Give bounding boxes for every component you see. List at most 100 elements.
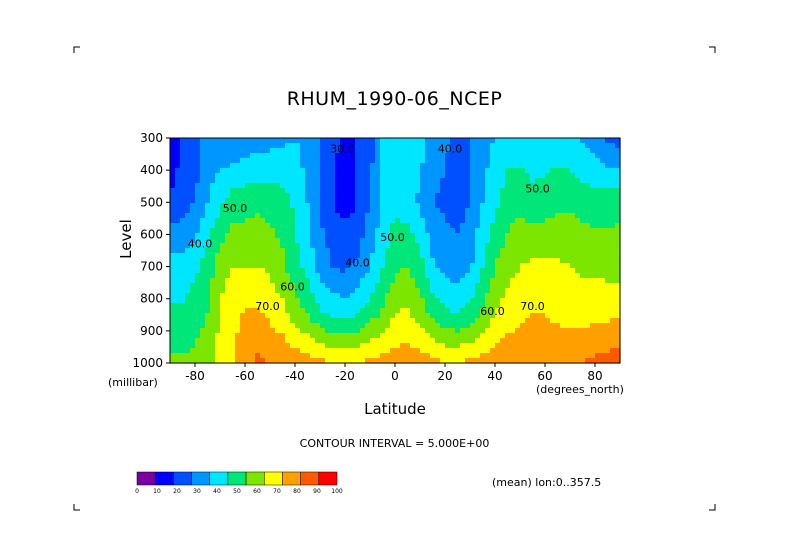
heatmap-cell [185,218,191,224]
heatmap-cell [425,263,431,269]
heatmap-cell [410,198,416,204]
heatmap-cell [335,153,341,159]
heatmap-cell [475,198,481,204]
heatmap-cell [220,183,226,189]
heatmap-cell [520,223,526,229]
heatmap-cell [445,328,451,334]
heatmap-cell [380,298,386,304]
heatmap-cell [175,208,181,214]
heatmap-cell [340,323,346,329]
heatmap-cell [560,343,566,349]
heatmap-cell [410,248,416,254]
heatmap-cell [245,253,251,259]
heatmap-cell [340,218,346,224]
heatmap-cell [200,188,206,194]
heatmap-cell [325,253,331,259]
heatmap-cell [225,318,231,324]
heatmap-cell [235,328,241,334]
heatmap-cell [300,138,306,144]
heatmap-cell [185,263,191,269]
heatmap-cell [365,278,371,284]
heatmap-cell [170,233,176,239]
heatmap-cell [420,223,426,229]
heatmap-cell [270,163,276,169]
heatmap-cell [260,173,266,179]
heatmap-cell [245,183,251,189]
heatmap-cell [285,163,291,169]
heatmap-cell [530,308,536,314]
heatmap-cell [365,188,371,194]
heatmap-cell [225,193,231,199]
heatmap-cell [480,168,486,174]
heatmap-cell [460,293,466,299]
heatmap-cell [250,238,256,244]
heatmap-cell [540,178,546,184]
heatmap-cell [515,308,521,314]
heatmap-cell [535,138,541,144]
heatmap-cell [460,338,466,344]
heatmap-cell [205,218,211,224]
heatmap-cell [430,353,436,359]
heatmap-cell [200,253,206,259]
heatmap-cell [380,203,386,209]
heatmap-cell [355,218,361,224]
heatmap-cell [285,273,291,279]
heatmap-cell [355,148,361,154]
heatmap-cell [440,253,446,259]
heatmap-cell [410,143,416,149]
colorbar-label: 70 [273,488,281,495]
heatmap-cell [575,183,581,189]
heatmap-cell [585,293,591,299]
heatmap-cell [295,313,301,319]
heatmap-cell [575,253,581,259]
heatmap-cell [220,348,226,354]
heatmap-cell [330,143,336,149]
heatmap-cell [260,283,266,289]
heatmap-cell [470,238,476,244]
heatmap-cell [585,268,591,274]
heatmap-cell [470,253,476,259]
heatmap-cell [430,298,436,304]
heatmap-cell [230,193,236,199]
heatmap-cell [615,143,621,149]
heatmap-cell [245,198,251,204]
heatmap-cell [360,268,366,274]
contour-label: 50.0 [223,202,248,215]
heatmap-cell [205,273,211,279]
heatmap-cell [505,343,511,349]
heatmap-cell [520,208,526,214]
heatmap-cell [595,278,601,284]
heatmap-cell [465,188,471,194]
heatmap-cell [485,348,491,354]
colorbar-label: 0 [135,488,139,495]
heatmap-cell [580,278,586,284]
heatmap-cell [595,173,601,179]
heatmap-cell [215,298,221,304]
heatmap-cell [320,353,326,359]
heatmap-cell [465,238,471,244]
heatmap-cell [510,228,516,234]
heatmap-cell [195,148,201,154]
heatmap-cell [250,243,256,249]
heatmap-cell [250,333,256,339]
heatmap-cell [180,168,186,174]
heatmap-cell [330,283,336,289]
heatmap-cell [495,238,501,244]
heatmap-cell [485,288,491,294]
heatmap-cell [415,248,421,254]
heatmap-cell [355,223,361,229]
heatmap-cell [270,183,276,189]
heatmap-cell [540,303,546,309]
heatmap-cell [545,233,551,239]
heatmap-cell [185,298,191,304]
heatmap-cell [420,163,426,169]
heatmap-cell [525,193,531,199]
heatmap-cell [335,198,341,204]
heatmap-cell [380,198,386,204]
heatmap-cell [545,193,551,199]
heatmap-cell [315,208,321,214]
heatmap-cell [325,193,331,199]
heatmap-cell [495,178,501,184]
heatmap-cell [205,303,211,309]
heatmap-cell [240,138,246,144]
